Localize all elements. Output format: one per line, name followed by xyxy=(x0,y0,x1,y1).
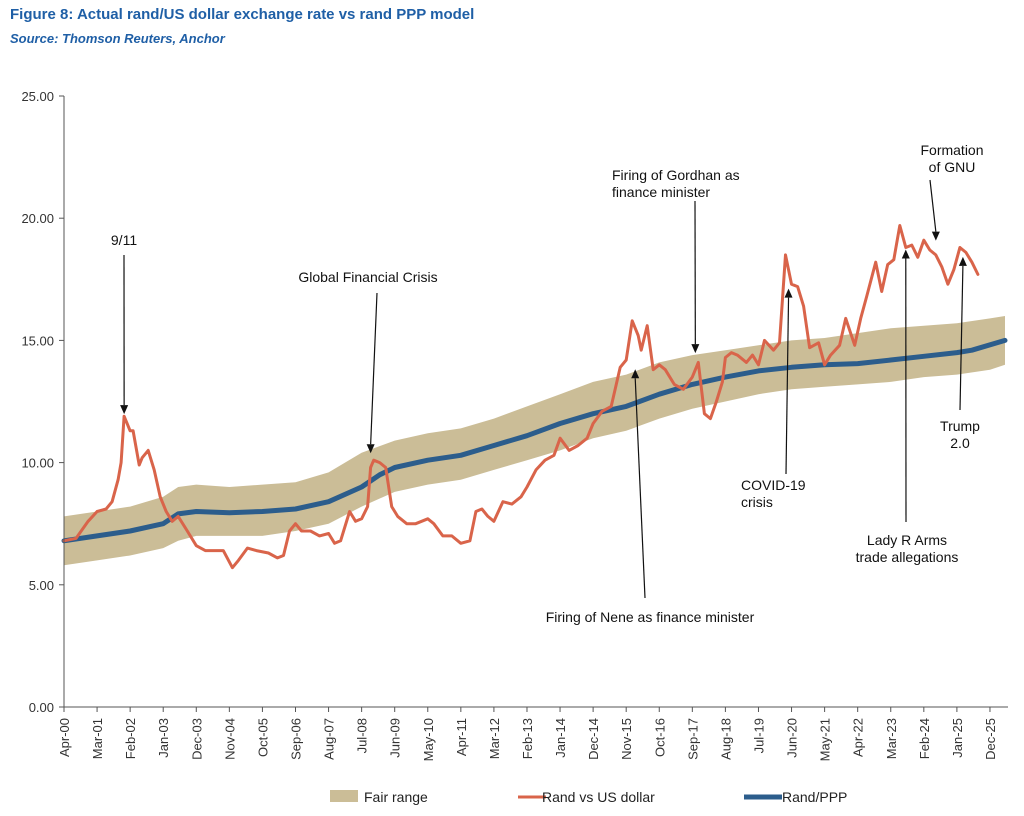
arrow-gfc-head xyxy=(366,444,375,454)
x-tick-label: Feb-13 xyxy=(520,718,535,759)
x-tick-label: Aug-18 xyxy=(718,718,733,760)
annotation-label: 9/11 xyxy=(111,232,137,248)
x-tick-label: Aug-07 xyxy=(322,718,337,760)
rand-vs-usd-line xyxy=(62,224,980,570)
arrow-gordhan-head xyxy=(691,344,700,354)
legend: Fair range Rand vs US dollar Rand/PPP xyxy=(330,789,847,805)
x-tick-label: Jan-14 xyxy=(553,718,568,758)
legend-label-fair-range: Fair range xyxy=(364,789,428,805)
x-tick-label: May-10 xyxy=(421,718,436,761)
y-tick-label: 20.00 xyxy=(21,211,54,226)
x-tick-label: Jan-03 xyxy=(156,718,171,758)
arrow-gfc-shaft xyxy=(370,292,378,445)
annotation-label: COVID-19 crisis xyxy=(741,477,806,510)
annotation-label: Formation of GNU xyxy=(920,142,983,175)
arrow-nene-head xyxy=(631,369,640,379)
x-tick-label: Feb-24 xyxy=(917,718,932,759)
arrow-nene-shaft xyxy=(634,378,646,599)
fair-range-band xyxy=(64,316,1005,566)
x-tick-label: Mar-23 xyxy=(884,718,899,759)
figure-source: Source: Thomson Reuters, Anchor xyxy=(10,31,225,46)
y-tick-label: 15.00 xyxy=(21,333,54,348)
x-tick-label: Mar-01 xyxy=(90,718,105,759)
arrow-covid-shaft xyxy=(785,297,790,475)
x-tick-label: Jun-09 xyxy=(388,718,403,758)
annotation-label: Lady R Arms trade allegations xyxy=(856,532,959,565)
legend-label-rand-ppp: Rand/PPP xyxy=(782,789,847,805)
x-tick-label: Nov-04 xyxy=(222,718,237,760)
arrow-lady-r-head xyxy=(901,249,910,259)
x-tick-label: Oct-05 xyxy=(255,718,270,757)
series-lines-layer xyxy=(61,224,1008,570)
x-tick-label: Sep-06 xyxy=(288,718,303,760)
x-tick-label: Sep-17 xyxy=(685,718,700,760)
axes-layer: 0.00 5.00 10.00 15.00 20.00 25.00 Apr-00 Mar-01… xyxy=(21,89,1008,761)
arrow-trump-shaft xyxy=(959,265,964,411)
x-tick-label: Apr-11 xyxy=(454,718,469,756)
arrow-covid-head xyxy=(784,288,793,298)
x-tick-label: Oct-16 xyxy=(652,718,667,757)
annotation-label: Firing of Nene as finance minister xyxy=(546,609,755,625)
x-tick-label: Apr-00 xyxy=(57,718,72,757)
y-tick-label: 0.00 xyxy=(29,700,54,715)
annotations-layer: 9/11 Global Financial Crisis Firing of Nen… xyxy=(111,142,984,625)
x-tick-label: Apr-22 xyxy=(851,718,866,757)
x-tick-label: Dec-14 xyxy=(586,718,601,760)
arrow-gnu-shaft xyxy=(929,179,937,232)
fair-range-band-layer xyxy=(64,316,1005,566)
x-tick-label: Jun-20 xyxy=(785,718,800,758)
x-tick-label: Dec-25 xyxy=(983,718,998,760)
arrow-9-11-head xyxy=(120,405,129,415)
y-tick-label: 5.00 xyxy=(29,578,54,593)
x-tick-label: Jan-25 xyxy=(950,718,965,758)
y-tick-label: 10.00 xyxy=(21,456,54,471)
x-tick-label: Jul-08 xyxy=(355,718,370,753)
x-tick-label: Feb-02 xyxy=(123,718,138,759)
x-tick-label: Nov-15 xyxy=(619,718,634,760)
x-tick-label: Mar-12 xyxy=(487,718,502,759)
arrow-gnu-head xyxy=(931,231,940,241)
legend-swatch-fair-range xyxy=(330,790,358,802)
figure-title: Figure 8: Actual rand/US dollar exchange… xyxy=(10,6,475,23)
rand-ppp-line xyxy=(61,337,1008,544)
arrow-trump-head xyxy=(958,256,967,266)
annotation-label: Global Financial Crisis xyxy=(298,269,437,285)
x-tick-label: Jul-19 xyxy=(751,718,766,753)
annotation-label: Trump 2.0 xyxy=(940,418,980,451)
y-tick-label: 25.00 xyxy=(21,89,54,104)
legend-label-rand-usd: Rand vs US dollar xyxy=(542,789,655,805)
annotation-label: Firing of Gordhan as finance minister xyxy=(612,167,740,200)
x-tick-label: May-21 xyxy=(818,718,833,761)
x-tick-label: Dec-03 xyxy=(189,718,204,760)
